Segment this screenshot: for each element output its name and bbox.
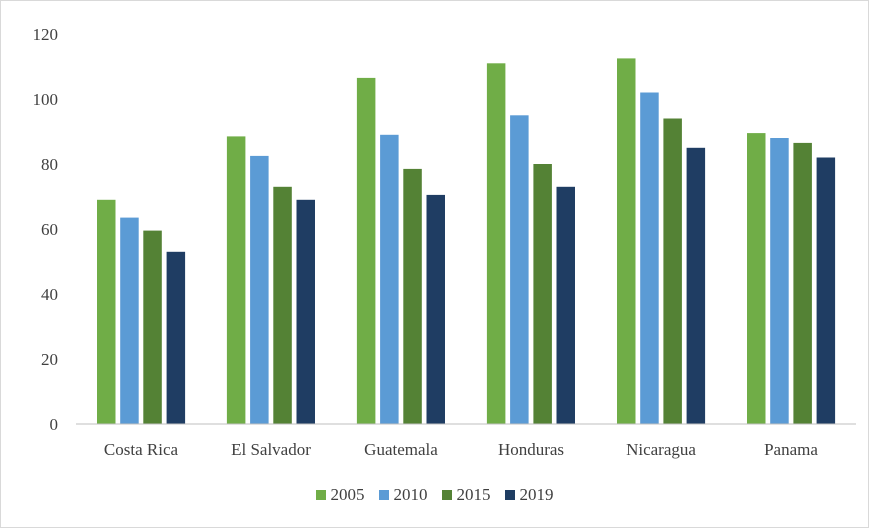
x-axis: Costa Rica El Salvador Guatemala Honduras Ni… (104, 440, 818, 459)
legend-swatch (504, 490, 515, 500)
bar-2005-panama (747, 133, 766, 424)
y-tick-label: 0 (50, 415, 59, 434)
legend-item-2015: 2015 (441, 485, 491, 505)
bar-2005-costa-rica (97, 199, 116, 424)
x-tick-label: Honduras (498, 440, 564, 459)
bar-2005-guatemala (356, 77, 376, 425)
legend-label: 2005 (330, 485, 365, 504)
y-tick-label: 40 (41, 285, 58, 304)
bar-2005-honduras (486, 63, 506, 425)
legend-swatch (315, 490, 326, 500)
x-tick-label: Costa Rica (104, 440, 179, 459)
bar-2019-guatemala (426, 194, 445, 424)
bar-2005-nicaragua (617, 58, 636, 425)
y-tick-label: 20 (41, 350, 58, 369)
bar-2010-nicaragua (640, 92, 659, 424)
legend-label: 2019 (519, 485, 554, 504)
legend-item-2019: 2019 (504, 485, 554, 505)
bars (97, 58, 836, 425)
bar-2010-costa-rica (120, 217, 139, 424)
legend-swatch (441, 490, 452, 500)
bar-2015-el-salvador (273, 186, 292, 424)
legend-item-2010: 2010 (378, 485, 428, 505)
bar-2010-panama (770, 138, 789, 424)
legend-label: 2015 (456, 485, 491, 504)
y-axis: 0 20 40 60 80 100 120 (33, 25, 59, 434)
legend-swatch (378, 490, 389, 500)
y-tick-label: 120 (33, 25, 59, 44)
chart-legend: 2005 2010 2015 2019 (0, 483, 869, 507)
bar-2015-panama (793, 142, 812, 424)
y-tick-label: 100 (33, 90, 59, 109)
bar-2010-honduras (510, 115, 529, 425)
bar-2015-guatemala (403, 168, 422, 424)
bar-2019-nicaragua (686, 147, 706, 425)
bar-2015-honduras (533, 164, 552, 424)
bar-2010-guatemala (380, 134, 399, 425)
x-tick-label: El Salvador (231, 440, 311, 459)
bar-2005-el-salvador (226, 136, 246, 424)
bar-2010-el-salvador (250, 155, 269, 424)
bar-2015-nicaragua (663, 118, 682, 424)
x-tick-label: Guatemala (364, 440, 438, 459)
bar-2015-costa-rica (143, 230, 162, 424)
y-tick-label: 80 (41, 155, 58, 174)
legend-item-2005: 2005 (315, 485, 365, 505)
legend-label: 2010 (393, 485, 428, 504)
x-tick-label: Panama (764, 440, 818, 459)
bar-2019-costa-rica (166, 251, 186, 425)
bar-2019-el-salvador (296, 199, 315, 424)
bar-2019-panama (816, 157, 836, 424)
x-tick-label: Nicaragua (626, 440, 696, 459)
y-tick-label: 60 (41, 220, 58, 239)
bar-2019-honduras (556, 186, 575, 424)
